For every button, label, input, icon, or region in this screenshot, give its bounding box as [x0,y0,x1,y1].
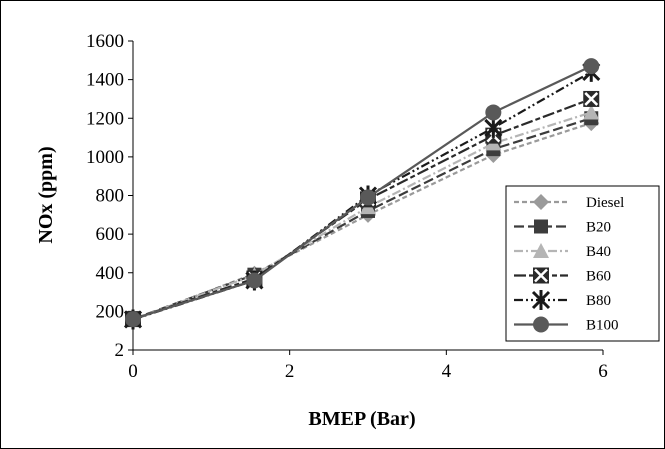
y-tick-label: 1400 [86,70,124,91]
legend: Diesel B20 B40 B60 B80 B100 [505,185,660,342]
legend-label-b40: B40 [586,244,611,260]
data-point-b100 [246,272,263,289]
data-point-b60 [583,90,600,107]
legend-marker-diesel [533,194,549,210]
y-tick-label: 400 [96,263,125,284]
legend-marker-b20 [534,219,548,234]
legend-label-b60: B60 [586,269,611,285]
legend-label-b80: B80 [586,293,611,309]
x-tick-label: 0 [128,361,138,382]
legend-marker-b100 [533,316,549,333]
data-point-b100 [125,311,141,328]
legend-label-diesel: Diesel [586,195,624,211]
x-tick-label: 6 [598,361,608,382]
y-tick-label: 2 [115,340,125,361]
data-point-b100 [583,58,600,75]
data-point-b100 [485,104,502,121]
data-point-b80 [484,117,503,138]
y-tick-label: 1000 [86,147,124,168]
data-point-b100 [360,189,376,206]
y-axis-title: NOx (ppm) [35,146,57,243]
legend-label-b20: B20 [586,220,611,236]
y-tick-label: 800 [96,186,125,207]
y-tick-label: 1600 [86,31,124,52]
y-tick-label: 1200 [86,108,124,129]
y-tick-label: 600 [96,224,125,245]
legend-marker-b40 [533,243,549,258]
legend-marker-b60 [533,267,549,284]
x-axis-title: BMEP (Bar) [308,408,415,430]
x-tick-label: 4 [442,361,452,382]
y-tick-label: 200 [96,301,125,322]
data-point-b40 [583,104,600,120]
x-tick-label: 2 [285,361,295,382]
legend-label-b100: B100 [586,318,619,334]
legend-marker-b80 [531,290,551,310]
legend-box [505,185,660,342]
series-line-b60 [132,97,592,321]
